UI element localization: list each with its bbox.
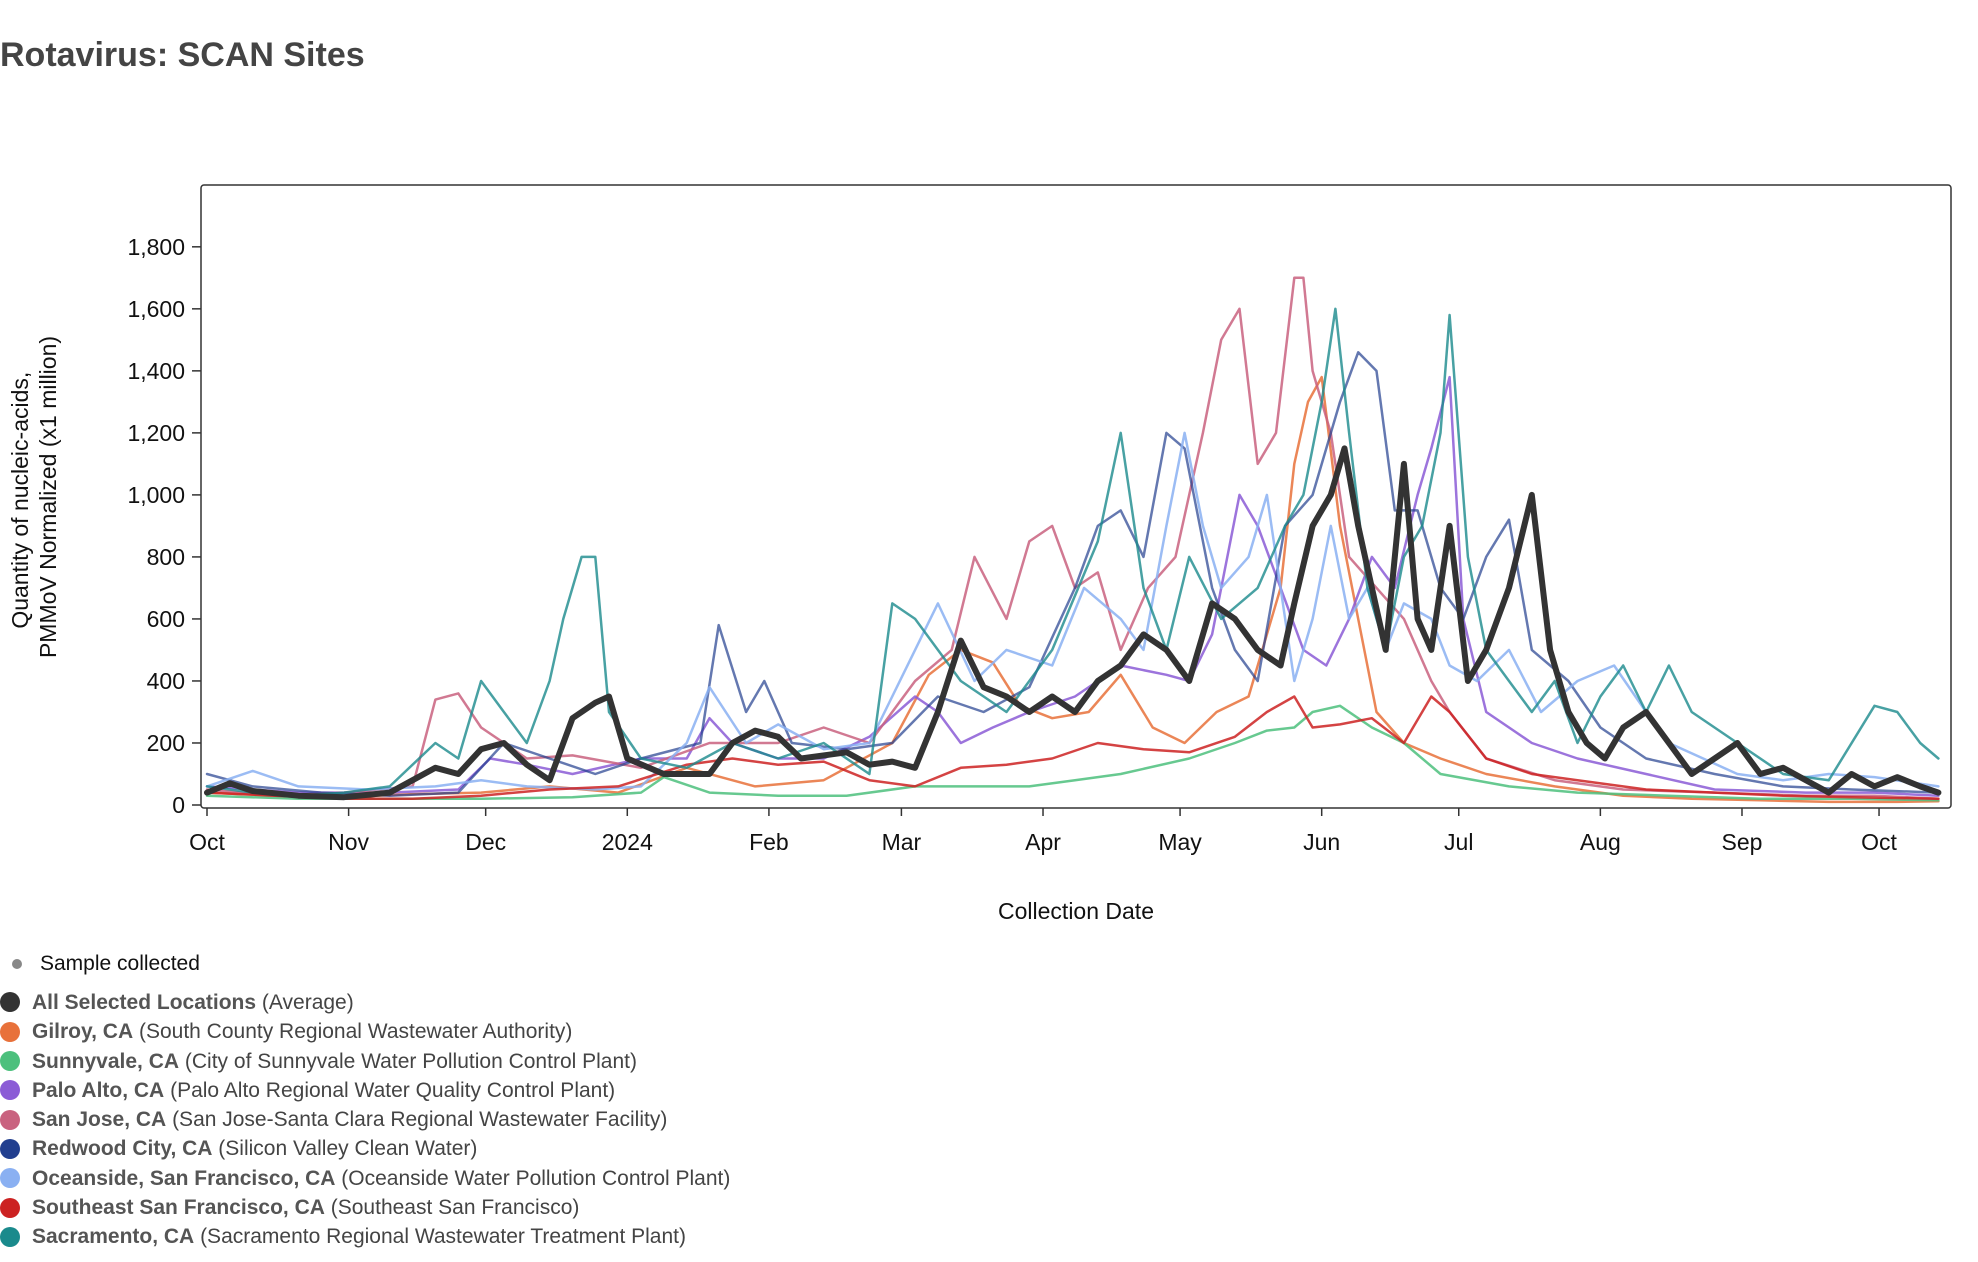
- legend-item[interactable]: All Selected Locations (Average): [0, 988, 730, 1017]
- x-tick-label: 2024: [602, 829, 653, 855]
- legend-location: All Selected Locations: [32, 991, 257, 1014]
- x-tick-label: Dec: [465, 829, 506, 855]
- x-tick-label: Apr: [1025, 829, 1061, 855]
- legend-detail: (Oceanside Water Pollution Control Plant…: [341, 1166, 731, 1190]
- series-line-oceanside-san-francisco-ca[interactable]: [205, 431, 1940, 791]
- series-line-southeast-san-francisco-ca[interactable]: [205, 695, 1940, 801]
- legend-item[interactable]: Southeast San Francisco, CA (Southeast S…: [0, 1193, 730, 1222]
- legend-location: Sunnyvale, CA: [32, 1049, 180, 1073]
- legend-item[interactable]: San Jose, CA (San Jose-Santa Clara Regio…: [0, 1105, 730, 1134]
- legend-detail: (Silicon Valley Clean Water): [218, 1137, 478, 1161]
- x-tick-label: Mar: [882, 829, 922, 855]
- x-tick-label: Jul: [1444, 829, 1473, 855]
- legend-detail: (Average): [261, 991, 354, 1014]
- sample-collected-label: Sample collected: [40, 952, 200, 975]
- legend-item[interactable]: Sacramento, CA (Sacramento Regional Wast…: [0, 1222, 730, 1251]
- legend-location: Gilroy, CA: [32, 1020, 134, 1044]
- y-tick-label: 400: [147, 668, 185, 694]
- legend-detail: (City of Sunnyvale Water Pollution Contr…: [184, 1049, 637, 1073]
- sample-dot-icon: [12, 959, 22, 970]
- series-line-san-jose-ca[interactable]: [205, 276, 1940, 801]
- y-tick-label: 1,200: [127, 420, 185, 446]
- legend-item[interactable]: Oceanside, San Francisco, CA (Oceanside …: [0, 1164, 730, 1193]
- series-legend: All Selected Locations (Average) Gilroy,…: [0, 988, 730, 1252]
- y-tick-label: 1,000: [127, 482, 185, 508]
- x-tick-label: Feb: [749, 829, 789, 855]
- line-chart: 0 200 400 600 800 1,000 1,200 1,400 1,600 1,800 O…: [7, 184, 1952, 924]
- legend-item[interactable]: Redwood City, CA (Silicon Valley Clean W…: [0, 1134, 730, 1163]
- x-tick-label: Aug: [1580, 829, 1621, 855]
- legend-detail: (San Jose-Santa Clara Regional Wastewate…: [172, 1108, 668, 1132]
- x-tick-label: Jun: [1303, 829, 1340, 855]
- legend-swatch-icon: [0, 1197, 20, 1218]
- x-tick-label: Nov: [328, 829, 369, 855]
- legend-swatch-icon: [0, 1051, 20, 1072]
- legend-swatch-icon: [0, 1168, 20, 1189]
- y-tick-label: 1,600: [127, 296, 185, 322]
- series-layer: [204, 276, 1942, 804]
- legend-detail: (South County Regional Wastewater Author…: [138, 1020, 573, 1044]
- legend-swatch-icon: [0, 992, 20, 1013]
- series-line-sacramento-ca[interactable]: [205, 307, 1940, 797]
- y-axis-title: Quantity of nucleic-acids, PMMoV Normali…: [7, 336, 61, 658]
- legend-location: Oceanside, San Francisco, CA: [32, 1166, 336, 1190]
- legend-item[interactable]: Sunnyvale, CA (City of Sunnyvale Water P…: [0, 1047, 730, 1076]
- x-tick-label: Oct: [1861, 829, 1897, 855]
- legend-swatch-icon: [0, 1138, 20, 1159]
- x-tick-label: Oct: [189, 829, 225, 855]
- y-axis: 0 200 400 600 800 1,000 1,200 1,400 1,600 1,800: [127, 234, 201, 818]
- legend-swatch-icon: [0, 1226, 20, 1247]
- x-axis-title: Collection Date: [998, 898, 1154, 924]
- y-axis-title-line-1: Quantity of nucleic-acids,: [7, 372, 33, 629]
- y-tick-label: 200: [147, 730, 185, 756]
- sample-collected-legend: Sample collected: [12, 952, 200, 976]
- legend-location: Sacramento, CA: [32, 1225, 195, 1249]
- y-tick-label: 0: [172, 792, 185, 818]
- x-axis: Oct Nov Dec 2024 Feb Mar Apr May Jun Jul Aug Sep Oct: [189, 808, 1898, 855]
- series-line-palo-alto-ca[interactable]: [205, 375, 1940, 797]
- legend-detail: (Southeast San Francisco): [330, 1196, 580, 1220]
- plot-frame: [200, 184, 1952, 809]
- x-tick-label: Sep: [1722, 829, 1763, 855]
- series-line-gilroy-ca[interactable]: [205, 375, 1940, 804]
- legend-swatch-icon: [0, 1021, 20, 1042]
- series-line-all-selected-locations[interactable]: [204, 445, 1942, 801]
- x-tick-label: May: [1158, 829, 1202, 855]
- y-tick-label: 1,800: [127, 234, 185, 260]
- legend-location: San Jose, CA: [32, 1108, 167, 1132]
- legend-detail: (Sacramento Regional Wastewater Treatmen…: [200, 1225, 686, 1249]
- y-tick-label: 1,400: [127, 358, 185, 384]
- y-tick-label: 600: [147, 606, 185, 632]
- y-tick-label: 800: [147, 544, 185, 570]
- chart-title: Rotavirus: SCAN Sites: [0, 36, 365, 74]
- legend-location: Redwood City, CA: [32, 1137, 213, 1161]
- legend-swatch-icon: [0, 1080, 20, 1101]
- legend-location: Palo Alto, CA: [32, 1078, 165, 1102]
- legend-item[interactable]: Gilroy, CA (South County Regional Wastew…: [0, 1017, 730, 1046]
- legend-item[interactable]: Palo Alto, CA (Palo Alto Regional Water …: [0, 1076, 730, 1105]
- y-axis-title-line-2: PMMoV Normalized (x1 million): [35, 336, 61, 658]
- legend-detail: (Palo Alto Regional Water Quality Contro…: [170, 1078, 616, 1102]
- series-line-sunnyvale-ca[interactable]: [205, 704, 1940, 802]
- legend-swatch-icon: [0, 1109, 20, 1130]
- legend-location: Southeast San Francisco, CA: [32, 1196, 325, 1220]
